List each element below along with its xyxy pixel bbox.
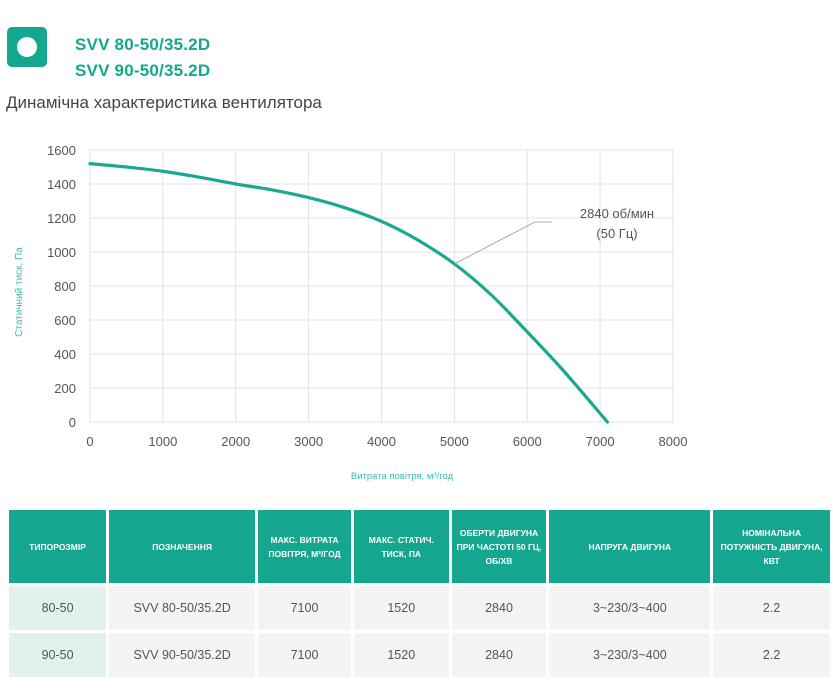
header-designation: Позначення: [109, 510, 256, 583]
header-max-static-pressure: Макс. статич. тиск, Па: [353, 510, 449, 583]
grid: [89, 149, 674, 423]
fan-curve-chart: 0 200 400 600 800 1000 1200 1400 1600 0 1000 2000 3…: [14, 143, 687, 482]
annotation-leader-line: [454, 221, 536, 265]
cell-designation: SVV 90-50/35.2D: [109, 633, 256, 677]
y-tick-label: 600: [54, 313, 76, 328]
cell-voltage: 3~230/3~400: [549, 586, 711, 630]
y-tick-label: 1200: [47, 211, 76, 226]
logo-icon: [7, 27, 47, 67]
header-max-airflow: Макс. витрата повітря, м³/год: [258, 510, 351, 583]
chart-subtitle: Динамічна характеристика вентилятора: [6, 93, 322, 112]
header-motor-power: Номінальна потужність двигуна, кВт: [713, 510, 830, 583]
x-tick-label: 8000: [659, 434, 688, 449]
x-axis-label: Витрата повітря, м³/год: [351, 471, 454, 482]
cell-motor-speed: 2840: [451, 586, 547, 630]
cell-size: 80-50: [9, 586, 107, 630]
logo-dot: [17, 37, 37, 57]
x-tick-label: 4000: [367, 434, 396, 449]
x-tick-label: 7000: [586, 434, 615, 449]
header-motor-voltage: Напруга двигуна: [549, 510, 711, 583]
y-tick-label: 800: [54, 279, 76, 294]
cell-power: 2.2: [713, 633, 830, 677]
y-tick-labels: 0 200 400 600 800 1000 1200 1400 1600: [47, 143, 76, 430]
x-tick-label: 5000: [440, 434, 469, 449]
y-axis-label: Статичний тиск, Па: [14, 247, 25, 337]
cell-max-airflow: 7100: [258, 586, 351, 630]
cell-power: 2.2: [713, 586, 830, 630]
y-tick-label: 1400: [47, 177, 76, 192]
cell-max-pressure: 1520: [353, 586, 449, 630]
model-name-2: SVV 90-50/35.2D: [75, 61, 211, 80]
y-tick-label: 200: [54, 381, 76, 396]
x-tick-label: 1000: [148, 434, 177, 449]
x-tick-labels: 0 1000 2000 3000 4000 5000 6000 7000 8000: [86, 434, 687, 449]
cell-motor-speed: 2840: [451, 633, 547, 677]
cell-designation: SVV 80-50/35.2D: [109, 586, 256, 630]
table-row: 90-50 SVV 90-50/35.2D 7100 1520 2840 3~2…: [9, 633, 830, 677]
table-row: 80-50 SVV 80-50/35.2D 7100 1520 2840 3~2…: [9, 586, 830, 630]
cell-max-airflow: 7100: [258, 633, 351, 677]
x-tick-label: 6000: [513, 434, 542, 449]
header-size: Типорозмір: [9, 510, 107, 583]
annotation-rpm: 2840 об/мин: [580, 206, 654, 221]
x-tick-label: 3000: [294, 434, 323, 449]
table-header-row: Типорозмір Позначення Макс. витрата пові…: [9, 510, 830, 583]
header-motor-speed: Оберти двигуна при частоті 50 Гц, об/хв: [451, 510, 547, 583]
series-line: [88, 162, 610, 424]
y-tick-label: 1000: [47, 245, 76, 260]
x-tick-label: 2000: [221, 434, 250, 449]
specs-table: Типорозмір Позначення Макс. витрата пові…: [6, 507, 833, 680]
model-name-1: SVV 80-50/35.2D: [75, 35, 211, 54]
y-tick-label: 1600: [47, 143, 76, 158]
y-tick-label: 400: [54, 347, 76, 362]
annotation-frequency: (50 Гц): [596, 226, 637, 241]
series: [88, 162, 610, 424]
cell-voltage: 3~230/3~400: [549, 633, 711, 677]
x-tick-label: 0: [86, 434, 93, 449]
cell-max-pressure: 1520: [353, 633, 449, 677]
y-tick-label: 0: [69, 415, 76, 430]
cell-size: 90-50: [9, 633, 107, 677]
